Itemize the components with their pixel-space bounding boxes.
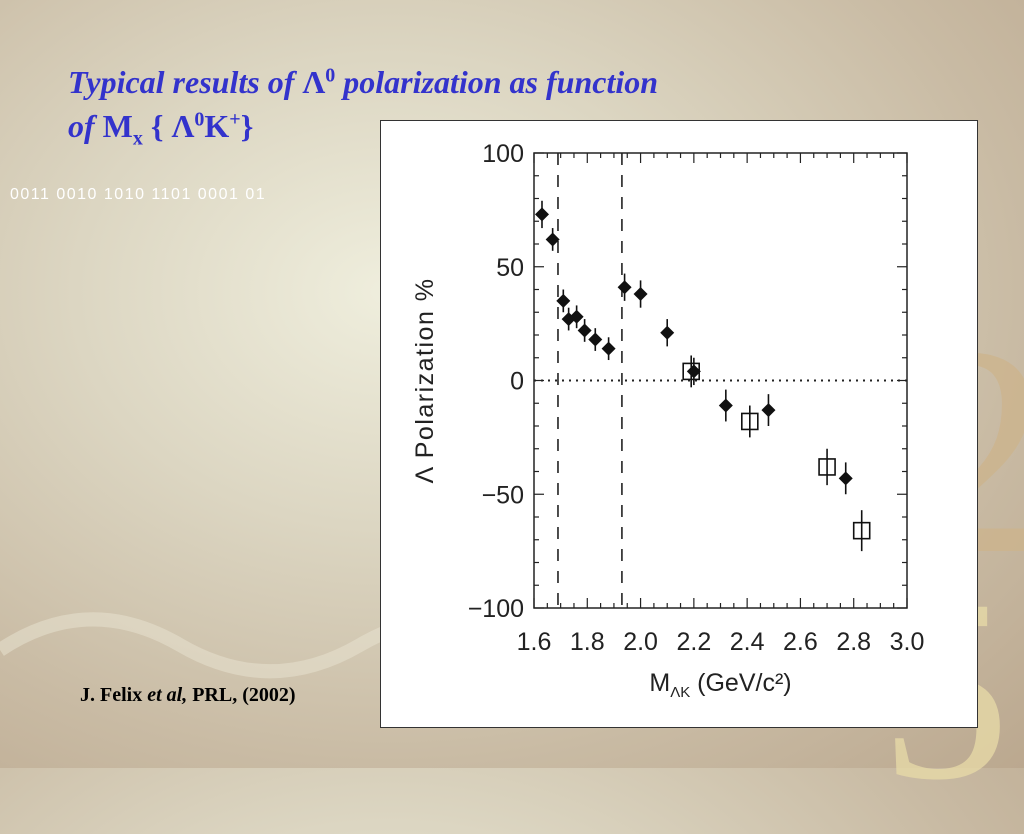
title-text: polarization as function (335, 64, 659, 100)
kaon-superscript: + (229, 108, 241, 131)
chart-panel: 1.6 1.8 2.0 2.2 2.4 2.6 2.8 3.0 100 50 0 −50 −100 Λ P… (380, 120, 978, 728)
data-point-diamond (561, 312, 576, 327)
mass-symbol: M (102, 108, 133, 144)
data-point-diamond (660, 325, 675, 340)
x-tick-label: 2.6 (783, 628, 818, 656)
x-tick-label: 2.0 (623, 628, 658, 656)
data-point-diamond (718, 398, 733, 413)
y-tick-label: 100 (482, 140, 524, 168)
x-tick-label: 1.8 (570, 628, 605, 656)
brace-open: { (142, 108, 172, 144)
x-tick-label: 2.4 (730, 628, 765, 656)
lambda-superscript: 0 (194, 108, 205, 131)
title-text: Typical results of (68, 64, 303, 100)
x-axis-label: MΛK (GeV/c²) (649, 669, 791, 701)
brace-close: } (240, 108, 254, 144)
data-point-diamond (577, 323, 592, 338)
y-tick-label: −100 (468, 595, 524, 623)
data-point-diamond (761, 403, 776, 418)
citation-etal: et al, (147, 684, 188, 706)
data-point-diamond (601, 341, 616, 356)
data-point-diamond (534, 207, 549, 222)
data-point-diamond (588, 332, 603, 347)
data-point-square (741, 412, 759, 431)
y-tick-label: 50 (496, 254, 524, 282)
x-tick-label: 2.2 (676, 628, 711, 656)
polarization-chart: 1.6 1.8 2.0 2.2 2.4 2.6 2.8 3.0 100 50 0 −50 −100 Λ P… (411, 140, 925, 701)
data-point-diamond (617, 280, 632, 295)
y-tick-label: −50 (482, 481, 524, 509)
y-axis-label: Λ Polarization % (411, 277, 439, 483)
title-text: of (68, 108, 103, 144)
data-point-diamond (569, 309, 584, 324)
binary-decoration: 0011 0010 1010 1101 0001 01 (10, 186, 267, 203)
lambda-superscript: 0 (325, 64, 336, 87)
data-point-diamond (556, 293, 571, 308)
data-point-diamond (686, 364, 701, 379)
kaon-symbol: K (204, 108, 230, 144)
y-tick-label: 0 (510, 368, 524, 396)
data-point-square (818, 458, 836, 476)
lambda-symbol: Λ (171, 108, 195, 144)
data-point-square (682, 362, 700, 381)
data-point-square (852, 521, 871, 540)
citation-journal: PRL, (2002) (187, 684, 296, 706)
citation-author: J. Felix (80, 684, 148, 706)
plot-frame (533, 152, 908, 609)
x-tick-label: 3.0 (890, 628, 925, 656)
slide-title: Typical results of Λ0 polarization as fu… (68, 60, 848, 148)
x-tick-label: 2.8 (836, 628, 871, 656)
lambda-symbol: Λ (302, 64, 326, 100)
x-tick-label: 1.6 (517, 628, 552, 656)
citation: J. Felix et al, PRL, (2002) (80, 684, 296, 707)
mass-subscript: x (132, 127, 143, 150)
data-point-diamond (633, 287, 648, 302)
data-point-diamond (838, 471, 853, 486)
data-point-diamond (545, 232, 560, 247)
